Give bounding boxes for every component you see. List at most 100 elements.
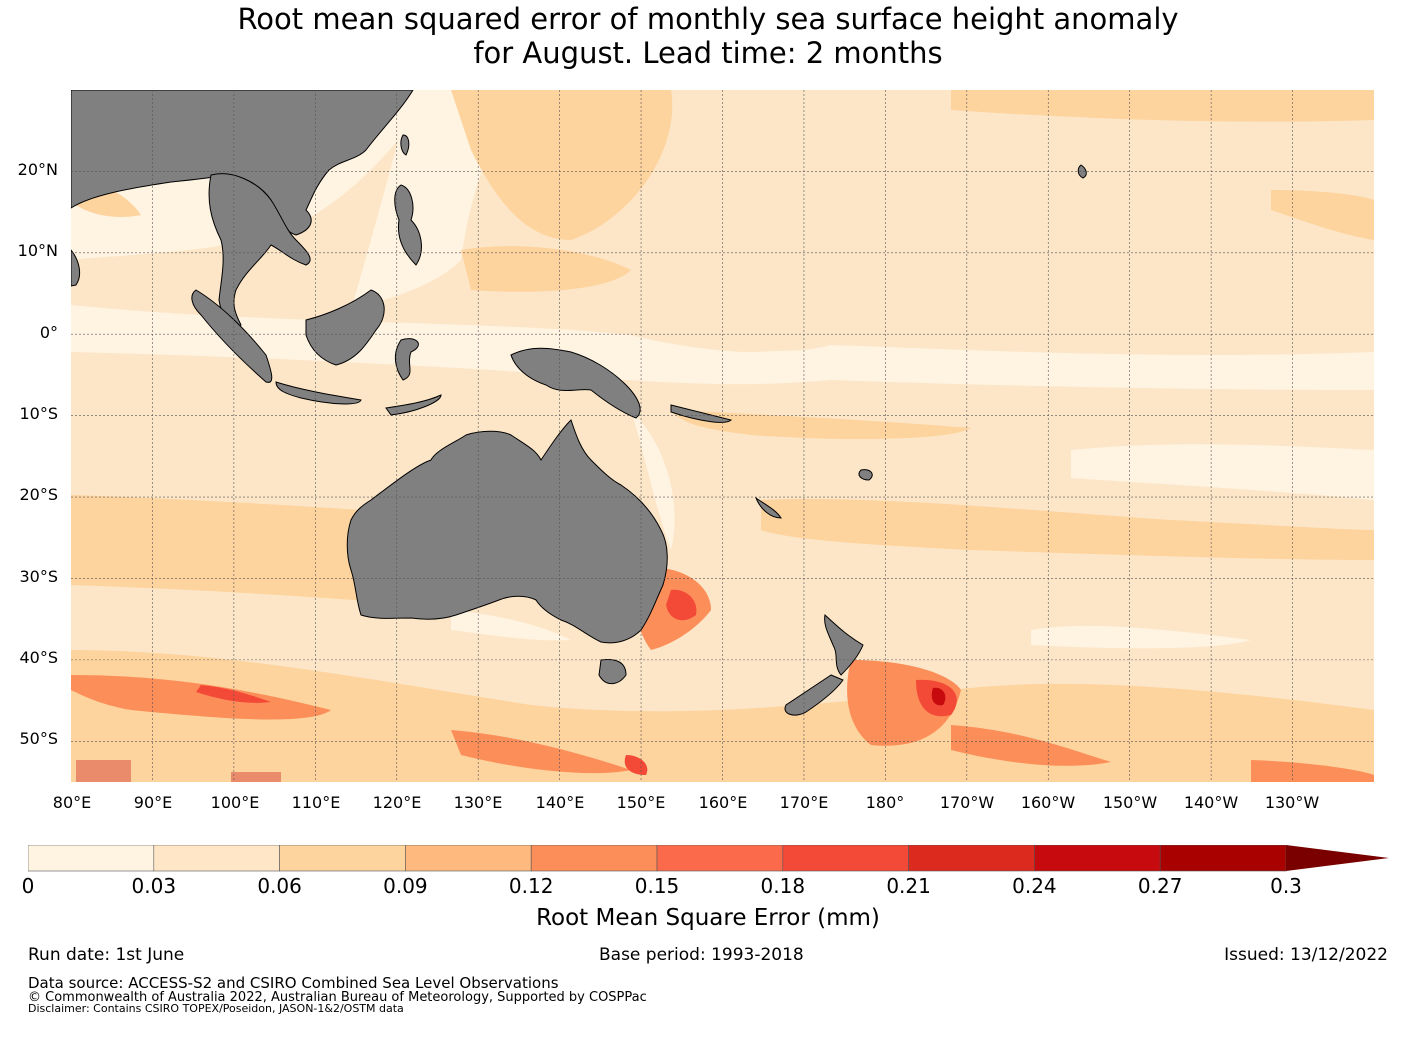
land-new-zealand-north	[824, 614, 864, 676]
max-error-region	[931, 687, 946, 706]
high-error-region	[71, 675, 331, 720]
moderate-error-region	[671, 410, 971, 440]
max-error-region	[76, 760, 131, 782]
land-new-caledonia	[754, 496, 782, 519]
colorbar-tick-label: 0.18	[760, 874, 806, 898]
high-error-region	[1251, 760, 1374, 782]
colorbar-segment	[530, 845, 658, 872]
colorbar-tick-label: 0.21	[886, 874, 931, 898]
max-error-region	[231, 772, 281, 782]
data-source: Data source: ACCESS-S2 and CSIRO Combine…	[28, 974, 559, 992]
colorbar-tick-label: 0.06	[257, 874, 302, 898]
land-new-zealand-south	[784, 674, 844, 716]
land-hawaii	[1077, 164, 1087, 179]
lon-label-140w: 140°W	[1183, 793, 1239, 812]
map-panel	[71, 90, 1374, 782]
colorbar-tick-label: 0.3	[1270, 874, 1302, 898]
lat-label-20s: 20°S	[19, 485, 58, 504]
land-java	[275, 381, 362, 405]
colorbar-segment	[1034, 845, 1161, 872]
moderate-error-region	[461, 246, 631, 292]
land-fiji	[858, 469, 873, 481]
lon-label-100e: 100°E	[210, 793, 260, 812]
land-solomon	[670, 404, 732, 423]
lon-label-160w: 160°W	[1020, 793, 1076, 812]
lat-label-20n: 20°N	[17, 160, 58, 179]
lon-label-150e: 150°E	[616, 793, 666, 812]
high-error-region	[951, 725, 1111, 766]
lat-label-30s: 30°S	[19, 567, 58, 586]
issued-date: Issued: 13/12/2022	[1224, 945, 1388, 965]
colorbar	[28, 845, 1389, 872]
high-error-region	[451, 730, 631, 774]
lon-label-140e: 140°E	[535, 793, 585, 812]
colorbar-extend-arrow	[1286, 845, 1389, 871]
colorbar-segment	[279, 845, 406, 872]
lon-label-150w: 150°W	[1102, 793, 1158, 812]
colorbar-segment	[656, 845, 784, 872]
land-asia	[71, 90, 414, 236]
lon-label-170w: 170°W	[939, 793, 995, 812]
low-error-region	[711, 349, 1374, 381]
colorbar-tick-label: 0.09	[383, 874, 428, 898]
lon-label-120e: 120°E	[372, 793, 422, 812]
colorbar-tick-label: 0.15	[634, 874, 680, 898]
lon-label-110e: 110°E	[291, 793, 341, 812]
moderate-error-region	[1271, 190, 1374, 240]
base-period: Base period: 1993-2018	[599, 945, 804, 965]
land-timor	[385, 394, 442, 416]
low-error-region	[631, 410, 675, 550]
land-philippines	[394, 184, 422, 266]
max-error-region	[196, 685, 271, 703]
copyright-notice: © Commonwealth of Australia 2022, Austra…	[28, 990, 647, 1005]
lon-label-130e: 130°E	[453, 793, 503, 812]
colorbar-segment	[405, 845, 532, 872]
colorbar-segment	[153, 845, 280, 872]
max-error-region	[624, 755, 648, 775]
run-date: Run date: 1st June	[28, 945, 185, 965]
disclaimer: Disclaimer: Contains CSIRO TOPEX/Poseido…	[28, 1002, 404, 1015]
rmse-map	[71, 90, 1374, 782]
moderate-error-region	[761, 499, 1374, 560]
lon-label-80e: 80°E	[52, 793, 92, 812]
colorbar-segment	[782, 845, 909, 872]
colorbar-label: Root Mean Square Error (mm)	[536, 905, 880, 931]
land-indochina	[208, 173, 311, 327]
land-sulawesi	[394, 338, 419, 381]
lon-label-130w: 130°W	[1264, 793, 1320, 812]
land-sumatra	[191, 289, 273, 383]
moderate-error-region	[451, 90, 673, 240]
colorbar-tick-label: 0.03	[131, 874, 177, 898]
colorbar-segment	[908, 845, 1035, 872]
land-borneo	[305, 289, 385, 366]
land-tasmania	[598, 659, 627, 685]
lon-label-90e: 90°E	[133, 793, 173, 812]
land	[71, 90, 1087, 716]
lon-label-180: 180°	[865, 793, 905, 812]
lat-label-10n: 10°N	[17, 241, 58, 260]
land-australia	[346, 419, 668, 644]
colorbar-segment	[1159, 845, 1287, 872]
colorbar-tick-label: 0.24	[1012, 874, 1057, 898]
colorbar-tick-label: 0	[21, 874, 35, 898]
lat-label-50s: 50°S	[19, 729, 58, 748]
colorbar-segment	[28, 845, 155, 872]
low-error-region	[451, 610, 571, 641]
land-sri-lanka-india	[71, 249, 81, 287]
land-taiwan	[400, 134, 410, 156]
lat-label-0: 0°	[39, 323, 58, 342]
lat-label-40s: 40°S	[19, 648, 58, 667]
chart-title-line-2: for August. Lead time: 2 months	[473, 36, 943, 70]
lat-label-10s: 10°S	[19, 404, 58, 423]
max-error-region	[666, 589, 697, 621]
low-error-region	[1031, 625, 1251, 649]
lon-label-170e: 170°E	[779, 793, 829, 812]
gridlines	[71, 90, 1374, 782]
colorbar-tick-label: 0.12	[508, 874, 554, 898]
low-error-region	[1071, 444, 1374, 500]
moderate-error-region	[951, 90, 1374, 122]
chart-title-line-1: Root mean squared error of monthly sea s…	[237, 2, 1179, 36]
colorbar-tick-label: 0.27	[1137, 874, 1183, 898]
land-new-guinea	[510, 347, 641, 419]
lon-label-160e: 160°E	[698, 793, 748, 812]
